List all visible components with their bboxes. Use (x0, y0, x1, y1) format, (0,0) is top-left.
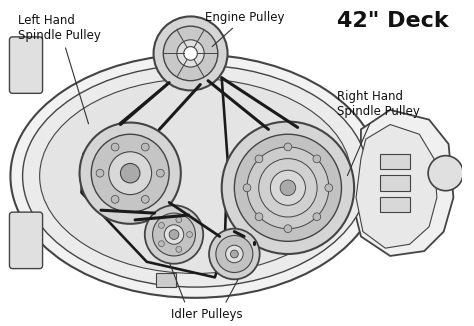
Circle shape (145, 205, 203, 264)
Circle shape (428, 156, 463, 191)
Circle shape (230, 250, 238, 258)
Circle shape (325, 184, 333, 192)
FancyBboxPatch shape (381, 175, 410, 191)
Circle shape (141, 143, 149, 151)
Text: Engine Pulley: Engine Pulley (205, 10, 285, 47)
Circle shape (158, 222, 164, 228)
Circle shape (156, 169, 164, 177)
Circle shape (141, 195, 149, 203)
Ellipse shape (10, 54, 381, 298)
Circle shape (187, 231, 192, 237)
FancyBboxPatch shape (381, 154, 410, 169)
Circle shape (313, 155, 321, 163)
Circle shape (158, 241, 164, 246)
Ellipse shape (23, 65, 368, 287)
Circle shape (164, 225, 184, 244)
Circle shape (234, 134, 341, 241)
Circle shape (80, 123, 181, 224)
Circle shape (255, 155, 263, 163)
Circle shape (109, 152, 152, 195)
FancyBboxPatch shape (9, 212, 43, 269)
Circle shape (222, 122, 354, 254)
Circle shape (153, 213, 195, 256)
Circle shape (270, 170, 305, 205)
Circle shape (176, 246, 182, 252)
Circle shape (169, 230, 179, 239)
Text: Right Hand
Spindle Pulley: Right Hand Spindle Pulley (337, 90, 419, 175)
Circle shape (280, 180, 296, 196)
Circle shape (313, 213, 321, 221)
Circle shape (120, 163, 140, 183)
Circle shape (243, 184, 251, 192)
Circle shape (284, 143, 292, 151)
Circle shape (111, 143, 119, 151)
FancyBboxPatch shape (156, 274, 176, 287)
Circle shape (176, 217, 182, 223)
Polygon shape (351, 110, 454, 256)
Circle shape (259, 158, 317, 217)
Circle shape (209, 229, 260, 279)
Circle shape (216, 235, 253, 273)
Circle shape (284, 225, 292, 232)
Circle shape (247, 147, 329, 229)
Circle shape (226, 245, 243, 263)
Text: Idler Pulleys: Idler Pulleys (171, 307, 243, 320)
FancyBboxPatch shape (9, 37, 43, 93)
Circle shape (91, 134, 169, 212)
Polygon shape (356, 125, 437, 248)
Circle shape (184, 47, 197, 60)
Text: 42" Deck: 42" Deck (337, 10, 448, 31)
Text: Left Hand
Spindle Pulley: Left Hand Spindle Pulley (18, 14, 101, 124)
Circle shape (111, 195, 119, 203)
Circle shape (255, 213, 263, 221)
Circle shape (154, 16, 228, 90)
Circle shape (163, 26, 218, 81)
Ellipse shape (40, 79, 351, 274)
FancyBboxPatch shape (381, 197, 410, 212)
Circle shape (177, 40, 204, 67)
Circle shape (96, 169, 104, 177)
